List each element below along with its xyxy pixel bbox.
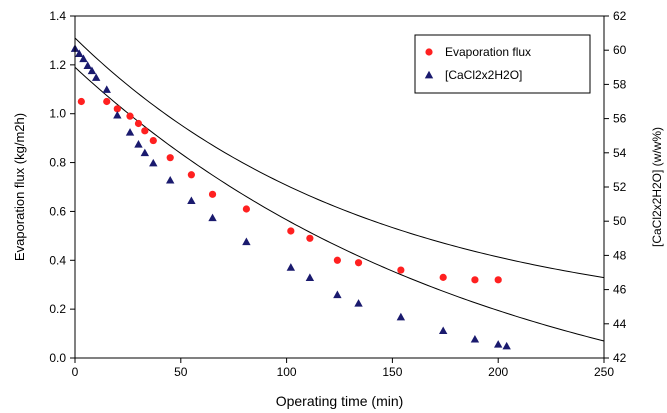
legend-label-cacl2: [CaCl2x2H2O] <box>445 68 522 82</box>
fit-curve <box>74 66 605 342</box>
legend-box <box>414 34 591 94</box>
evaporation-flux-point <box>149 136 157 145</box>
cacl2-concentration-point <box>438 326 448 334</box>
cacl2-concentration-point <box>502 341 511 350</box>
evaporation-flux-point <box>439 273 447 281</box>
fit-curve <box>74 37 605 279</box>
evaporation-flux-point <box>354 259 363 267</box>
y-axis-left: 0.0 0.2 0.4 0.6 0.8 1.0 1.2 1.4 <box>49 9 75 365</box>
cacl2-concentration-point <box>494 340 503 348</box>
x-tick-label: 200 <box>488 365 508 379</box>
y-left-tick-label: 1.2 <box>49 58 66 72</box>
y-left-tick-label: 0.6 <box>49 204 66 218</box>
evaporation-flux-point <box>77 97 85 106</box>
cacl2-concentration-point <box>102 85 111 93</box>
evaporation-flux-point <box>126 112 134 120</box>
legend: Evaporation flux [CaCl2x2H2O] <box>414 34 591 94</box>
y-right-tick-label: 44 <box>613 317 627 331</box>
y-left-tick-label: 1.4 <box>49 9 66 23</box>
cacl2-concentration-point <box>140 148 150 157</box>
y-right-tick-label: 48 <box>613 248 627 262</box>
y-right-tick-label: 46 <box>613 283 627 297</box>
cacl2-concentration-point <box>75 49 84 57</box>
x-tick-label: 250 <box>594 365 614 379</box>
cacl2-concentration-point <box>286 263 296 271</box>
evaporation-flux-point <box>113 105 121 113</box>
x-tick-label: 100 <box>277 365 297 379</box>
evaporation-flux-point <box>208 190 217 198</box>
y-right-tick-label: 42 <box>613 351 627 365</box>
y-right-tick-label: 56 <box>613 112 627 126</box>
cacl2-concentration-point <box>83 61 92 69</box>
legend-marker-cacl2 <box>424 70 434 79</box>
evaporation-flux-point <box>187 171 195 179</box>
cacl2-concentration-point <box>396 312 406 321</box>
cacl2-concentration-point <box>242 237 251 246</box>
y-right-tick-label: 60 <box>613 43 627 57</box>
evaporation-flux-point <box>287 227 295 235</box>
legend-label-evaporation-flux: Evaporation flux <box>445 45 531 59</box>
evaporation-flux-point <box>141 127 149 135</box>
cacl2-concentration-point <box>125 128 135 136</box>
cacl2-concentration-point <box>354 299 363 307</box>
y-axis-label-right: [CaCl2x2H2O] (w/w%) <box>650 127 664 247</box>
y-right-tick-label: 58 <box>613 77 627 91</box>
cacl2-concentration-point <box>166 175 175 184</box>
y-left-tick-label: 0.4 <box>49 253 66 267</box>
cacl2-concentration-point <box>91 73 101 81</box>
cacl2-concentration-point <box>470 334 480 343</box>
cacl2-concentration-point <box>149 158 158 167</box>
cacl2-concentration-point <box>113 110 122 119</box>
x-tick-label: 50 <box>174 365 188 379</box>
cacl2-concentration-point <box>79 54 88 63</box>
evaporation-flux-point <box>306 234 314 242</box>
y-left-tick-label: 0.8 <box>49 156 66 170</box>
y-left-tick-label: 1.0 <box>49 107 66 121</box>
x-tick-label: 0 <box>72 365 79 379</box>
y-right-tick-label: 50 <box>613 214 627 228</box>
y-right-tick-label: 54 <box>613 146 627 160</box>
y-right-tick-label: 52 <box>613 180 627 194</box>
cacl2-concentration-point <box>134 140 143 148</box>
evaporation-flux-point <box>494 276 502 284</box>
y-right-tick-label: 62 <box>613 9 627 23</box>
evaporation-flux-point <box>471 276 479 284</box>
y-left-tick-label: 0.2 <box>49 302 66 316</box>
x-axis-label: Operating time (min) <box>276 393 404 409</box>
evaporation-flux-point <box>397 266 405 274</box>
evaporation-flux-point <box>134 119 143 128</box>
y-axis-right: 42 44 46 48 50 52 54 56 58 60 62 <box>604 9 627 365</box>
cacl2-concentration-point <box>305 273 315 281</box>
x-axis: 0 50 100 150 200 250 <box>72 358 614 379</box>
evaporation-flux-point <box>166 154 174 162</box>
legend-marker-evaporation-flux <box>425 48 433 56</box>
x-tick-label: 150 <box>382 365 402 379</box>
cacl2-concentration-point <box>187 196 196 205</box>
evaporation-flux-point <box>242 205 250 213</box>
cacl2-concentration-point <box>208 213 217 222</box>
y-left-tick-label: 0.0 <box>49 351 66 365</box>
cacl2-concentration-point <box>87 66 97 75</box>
fit-curves <box>74 37 605 342</box>
evaporation-flux-point <box>103 97 111 106</box>
data-marks <box>70 44 511 350</box>
cacl2-concentration-point <box>333 290 342 299</box>
y-axis-label-left: Evaporation flux (kg/m2h) <box>12 113 27 261</box>
evaporation-flux-point <box>333 256 341 264</box>
